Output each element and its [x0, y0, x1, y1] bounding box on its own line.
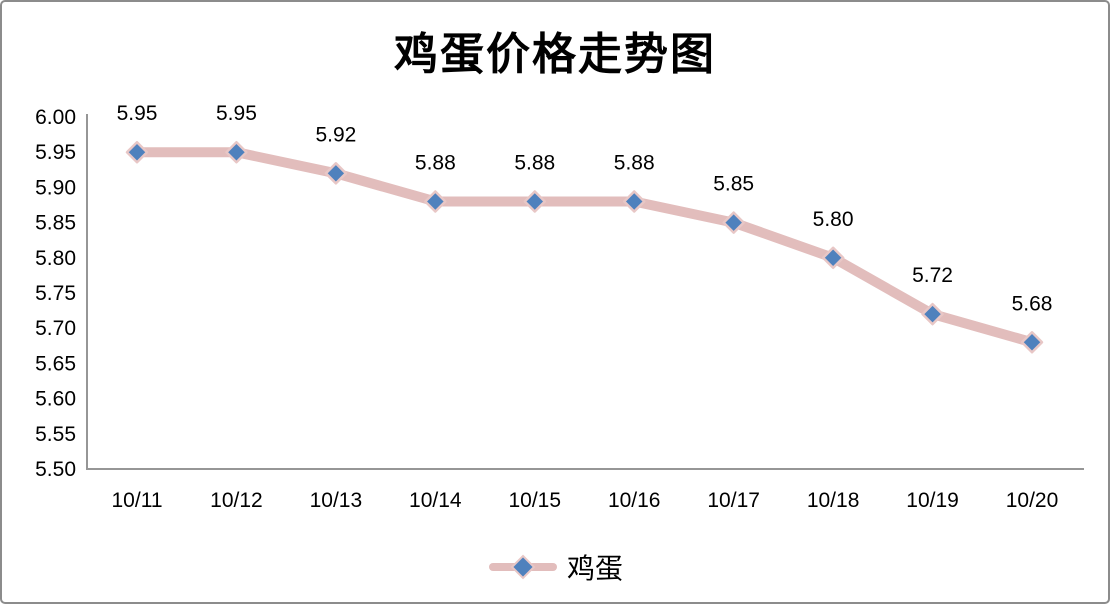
- data-point-marker: [125, 140, 149, 164]
- x-tick-label: 10/12: [210, 489, 263, 512]
- chart-legend: 鸡蛋: [2, 547, 1108, 587]
- data-point-marker: [622, 190, 646, 213]
- x-tick-label: 10/17: [707, 489, 760, 512]
- data-point-label: 5.95: [117, 102, 158, 125]
- data-point-label: 5.80: [813, 208, 854, 231]
- data-point-label: 5.68: [1012, 292, 1053, 315]
- x-tick-label: 10/15: [508, 489, 561, 512]
- y-tick-label: 6.00: [35, 106, 76, 129]
- data-point-label: 5.88: [415, 151, 456, 174]
- legend-series-label: 鸡蛋: [566, 552, 623, 585]
- legend-diamond-icon: [510, 554, 536, 580]
- y-tick-label: 5.85: [35, 212, 76, 235]
- data-point-marker: [722, 211, 745, 234]
- data-point-marker: [225, 140, 248, 164]
- y-tick-label: 5.75: [35, 282, 76, 305]
- y-tick-label: 5.80: [35, 247, 76, 270]
- data-point-label: 5.85: [713, 173, 754, 196]
- data-point-label: 5.72: [912, 264, 953, 287]
- y-tick-label: 5.55: [35, 423, 76, 446]
- data-point-marker: [1020, 331, 1044, 354]
- y-tick-label: 5.50: [35, 458, 76, 481]
- data-point-label: 5.88: [514, 151, 555, 174]
- x-tick-label: 10/20: [1006, 489, 1059, 512]
- y-tick-label: 5.65: [35, 352, 76, 375]
- y-tick-label: 5.60: [35, 388, 76, 411]
- y-tick-label: 5.95: [35, 141, 76, 164]
- data-point-label: 5.95: [216, 102, 257, 125]
- x-tick-label: 10/16: [608, 489, 661, 512]
- x-tick-label: 10/19: [906, 489, 959, 512]
- data-point-marker: [921, 302, 944, 326]
- y-tick-label: 5.90: [35, 176, 76, 199]
- data-point-label: 5.92: [315, 123, 356, 146]
- x-tick-label: 10/11: [112, 489, 163, 512]
- data-point-marker: [523, 190, 547, 213]
- data-point-marker: [424, 190, 447, 213]
- data-point-marker: [821, 246, 845, 270]
- x-tick-label: 10/13: [310, 489, 363, 512]
- legend-marker-icon: [488, 554, 557, 580]
- series-line: [132, 147, 1037, 348]
- y-tick-label: 5.70: [35, 317, 76, 340]
- data-point-marker: [324, 162, 348, 185]
- x-tick-label: 10/14: [409, 489, 462, 512]
- x-tick-label: 10/18: [807, 489, 860, 512]
- chart-title: 鸡蛋价格走势图: [394, 29, 716, 80]
- data-point-label: 5.88: [614, 151, 655, 174]
